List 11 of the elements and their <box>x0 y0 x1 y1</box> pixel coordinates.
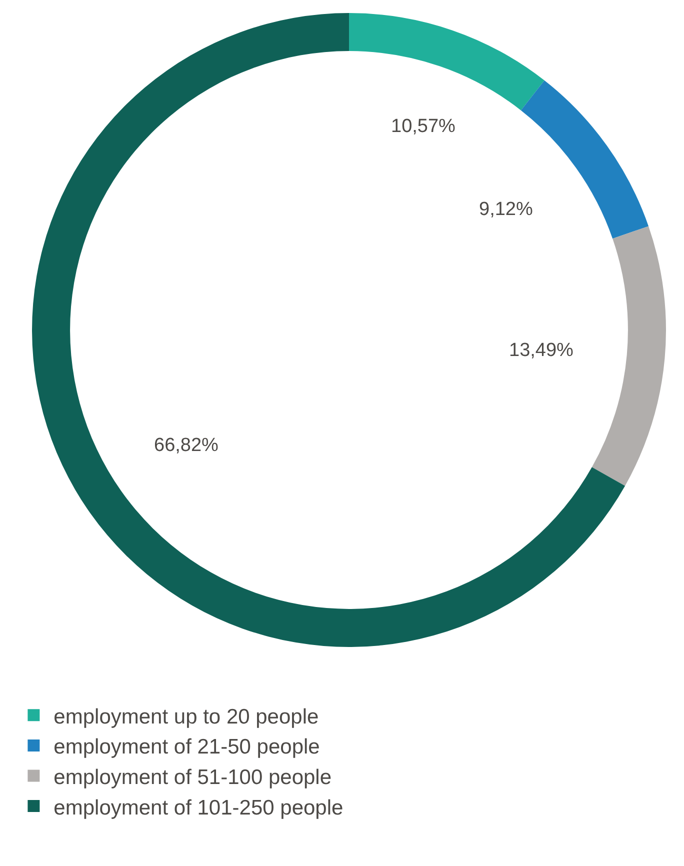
data-label: 66,82% <box>154 435 219 456</box>
legend-label: employment of 51-100 people <box>54 766 332 789</box>
donut-slice <box>592 226 666 486</box>
donut-slice <box>349 13 544 110</box>
legend-label: employment of 101-250 people <box>54 796 344 820</box>
donut-slice <box>32 13 626 647</box>
legend-label: employment up to 20 people <box>54 705 319 728</box>
data-label: 9,12% <box>479 199 533 220</box>
data-label: 10,57% <box>391 116 456 137</box>
data-label: 13,49% <box>509 340 574 361</box>
legend-label: employment of 21-50 people <box>54 736 320 759</box>
